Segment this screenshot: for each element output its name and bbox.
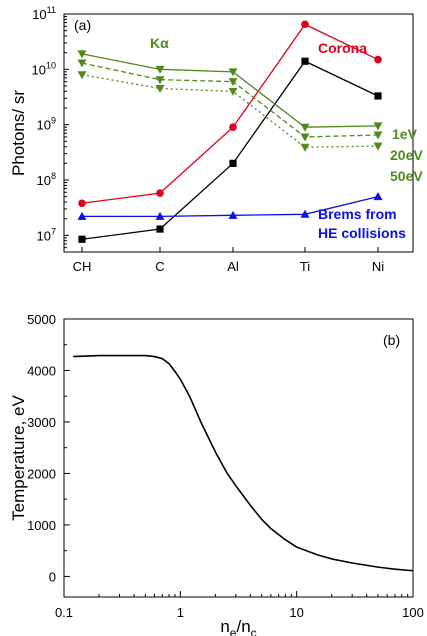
series-line-a-3: [81, 53, 379, 128]
data-point-a-5: [300, 143, 310, 152]
data-point-a-5: [373, 142, 383, 151]
y-tick-label-b: 0: [49, 569, 56, 584]
y-axis-label-a: Photons/ sr: [9, 90, 28, 176]
data-point-a-0: [78, 199, 86, 208]
data-point-a-3: [373, 122, 383, 131]
y-tick-label-b: 5000: [27, 312, 56, 327]
data-point-a-4: [77, 59, 87, 68]
x-axis-label-part: e: [230, 626, 237, 636]
data-point-a-0: [301, 20, 309, 29]
y-tick-label-a: 107: [37, 226, 56, 243]
data-point-a-3: [300, 123, 310, 132]
y-tick-label-a: 108: [37, 171, 56, 188]
data-point-a-4: [373, 131, 383, 140]
annotation-a-1: Corona: [318, 40, 367, 56]
y-axis-label-b: Temperature, eV: [9, 395, 28, 521]
data-point-a-1: [229, 159, 237, 167]
annotation-a-2: 1eV: [392, 126, 418, 142]
x-tick-label-a: Ti: [300, 259, 310, 274]
data-point-a-0: [156, 189, 164, 197]
data-point-a-4: [300, 133, 310, 142]
y-tick-label-b: 3000: [27, 415, 56, 430]
y-tick-base: 10: [32, 62, 46, 77]
x-tick-label-a: Ni: [372, 259, 384, 274]
y-tick-exponent: 8: [51, 171, 56, 181]
y-tick-label-a: 1010: [32, 60, 56, 77]
x-tick-label-a: Al: [227, 259, 239, 274]
y-tick-base: 10: [37, 118, 51, 133]
data-point-a-1: [156, 225, 164, 233]
y-tick-base: 10: [32, 7, 46, 22]
annotation-a-0: Kα: [150, 35, 169, 51]
data-point-a-3: [77, 50, 87, 59]
data-point-a-2: [155, 211, 165, 220]
x-tick-label-b: 1: [177, 605, 184, 620]
annotation-a-6: HE collisions: [318, 225, 406, 241]
plot-frame-b: [63, 318, 414, 598]
data-point-a-2: [77, 211, 87, 220]
data-point-a-2: [373, 192, 383, 201]
panel-label-b: (b): [383, 332, 400, 348]
y-tick-label-a: 1011: [32, 5, 56, 22]
data-point-a-0: [229, 123, 237, 132]
y-tick-base: 10: [37, 228, 51, 243]
x-tick-label-a: CH: [73, 259, 92, 274]
y-tick-label-b: 1000: [27, 518, 56, 533]
data-point-a-1: [301, 57, 309, 65]
x-tick-label-a: C: [155, 259, 164, 274]
data-point-a-5: [155, 85, 165, 94]
y-tick-base: 10: [37, 173, 51, 188]
annotation-a-4: 50eV: [390, 168, 423, 184]
y-tick-label-b: 2000: [27, 466, 56, 481]
y-tick-label-b: 4000: [27, 363, 56, 378]
y-tick-exponent: 9: [51, 116, 56, 126]
y-tick-label-a: 109: [37, 116, 56, 133]
y-tick-exponent: 11: [47, 5, 56, 15]
temperature-curve-0: [73, 354, 414, 572]
data-point-a-5: [228, 87, 238, 96]
data-point-a-1: [374, 92, 382, 100]
x-tick-label-b: 0.1: [55, 605, 73, 620]
data-point-a-3: [228, 68, 238, 77]
x-tick-label-b: 10: [289, 605, 303, 620]
data-point-a-4: [228, 78, 238, 87]
data-point-a-2: [228, 210, 238, 219]
panel-b-plot: 0.1 1 10 100010002000300040005000Temperatur…: [9, 312, 424, 636]
x-axis-label-part: /n: [236, 617, 250, 636]
annotation-a-5: Brems from: [318, 206, 397, 222]
x-axis-label-b: ne/nc: [220, 617, 256, 636]
y-tick-exponent: 10: [46, 60, 56, 70]
data-point-a-2: [300, 209, 310, 218]
data-point-a-1: [78, 235, 86, 243]
x-axis-label-part: n: [220, 617, 229, 636]
data-point-a-4: [155, 76, 165, 85]
x-tick-label-b: 100: [402, 605, 424, 620]
data-point-a-5: [77, 71, 87, 80]
y-tick-exponent: 7: [51, 226, 56, 236]
data-point-a-0: [374, 55, 382, 64]
panel-label-a: (a): [74, 17, 91, 33]
data-point-a-3: [155, 65, 165, 74]
x-axis-label-part: c: [251, 626, 257, 636]
annotation-a-3: 20eV: [390, 147, 423, 163]
